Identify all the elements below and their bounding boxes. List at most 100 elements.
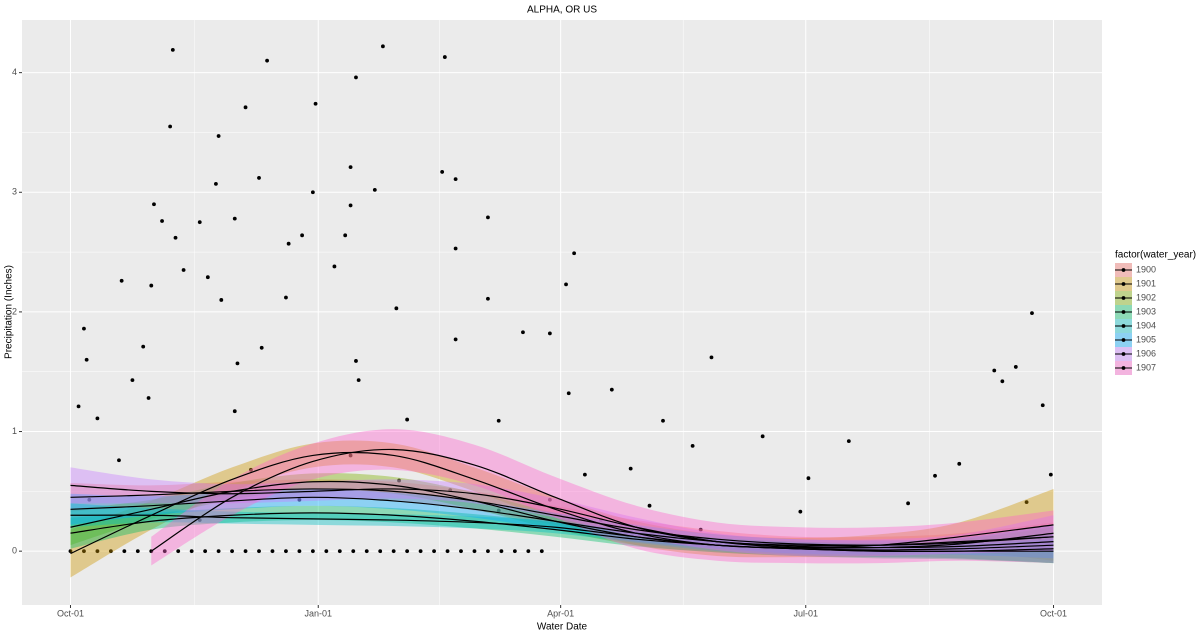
legend-point — [1121, 268, 1126, 272]
point — [499, 549, 504, 554]
point — [453, 177, 458, 182]
point — [300, 233, 304, 238]
legend-point — [1121, 310, 1126, 314]
point — [168, 124, 173, 129]
plot-background — [22, 20, 1102, 605]
point — [337, 549, 342, 554]
point — [459, 549, 463, 554]
point — [243, 105, 248, 110]
point — [364, 549, 369, 554]
point — [1040, 403, 1045, 408]
point — [709, 355, 714, 360]
point — [526, 549, 531, 554]
point — [806, 476, 811, 481]
point — [259, 345, 264, 350]
point — [609, 387, 614, 392]
point — [547, 331, 552, 336]
legend-point — [1121, 324, 1126, 328]
point — [146, 396, 151, 400]
point — [95, 549, 100, 554]
point — [181, 268, 186, 272]
point — [76, 404, 81, 409]
x-tick-label: Jan-01 — [304, 608, 332, 618]
legend-point — [1121, 366, 1126, 370]
point — [162, 549, 167, 554]
y-tick-label: 2 — [12, 306, 17, 316]
legend-label: 1900 — [1136, 264, 1156, 274]
point — [472, 549, 477, 554]
legend-label: 1905 — [1136, 334, 1156, 344]
point — [214, 181, 218, 186]
point — [798, 509, 803, 514]
point — [1030, 311, 1034, 315]
point — [243, 549, 248, 554]
y-axis-label: Precipitation (Inches) — [4, 265, 15, 359]
confidence-ribbon — [70, 473, 1054, 564]
point — [486, 215, 490, 220]
point — [380, 44, 385, 49]
point — [496, 508, 501, 513]
point — [284, 549, 288, 554]
point — [197, 220, 202, 225]
smooth-line — [70, 484, 1054, 549]
legend-label: 1901 — [1136, 278, 1156, 288]
legend-point — [1121, 296, 1126, 300]
point — [348, 165, 353, 170]
point — [397, 478, 401, 483]
legend-label: 1906 — [1136, 348, 1156, 358]
confidence-ribbon — [151, 429, 1054, 566]
point — [249, 467, 253, 472]
point — [933, 473, 937, 478]
point — [512, 549, 517, 554]
x-axis-label: Water Date — [537, 622, 588, 633]
point — [324, 549, 329, 554]
point — [394, 306, 399, 311]
y-tick-label: 4 — [12, 67, 17, 77]
point — [564, 282, 568, 287]
point — [203, 549, 208, 554]
point — [265, 58, 269, 63]
point — [442, 55, 447, 59]
point — [1024, 500, 1029, 505]
point — [351, 549, 356, 554]
point — [176, 549, 181, 554]
point — [257, 549, 261, 554]
point — [297, 497, 302, 502]
legend-label: 1903 — [1136, 306, 1156, 316]
point — [440, 170, 445, 174]
point — [354, 75, 358, 80]
point — [690, 443, 695, 448]
x-tick-label: Jul-01 — [793, 608, 818, 618]
point — [647, 503, 652, 508]
point — [257, 176, 261, 180]
point — [216, 549, 221, 554]
point — [453, 246, 458, 251]
y-tick-label: 3 — [12, 187, 17, 197]
point — [95, 416, 100, 421]
point — [313, 101, 318, 106]
point — [173, 235, 178, 240]
point — [119, 278, 124, 283]
point — [372, 187, 377, 192]
point — [297, 549, 302, 554]
point — [486, 296, 490, 301]
point — [130, 378, 135, 382]
legend-point — [1121, 282, 1126, 286]
point — [661, 418, 665, 423]
point — [343, 233, 348, 238]
legend-point — [1121, 338, 1126, 342]
point — [135, 549, 140, 554]
point — [348, 203, 353, 208]
point — [486, 549, 490, 554]
point — [286, 241, 291, 246]
point — [539, 549, 544, 554]
legend-label: 1907 — [1136, 362, 1156, 372]
point — [310, 549, 315, 554]
point — [572, 251, 577, 256]
point — [521, 330, 525, 335]
point — [68, 549, 73, 554]
point — [160, 219, 164, 223]
point — [189, 549, 194, 554]
point — [152, 202, 156, 207]
point — [496, 418, 501, 423]
